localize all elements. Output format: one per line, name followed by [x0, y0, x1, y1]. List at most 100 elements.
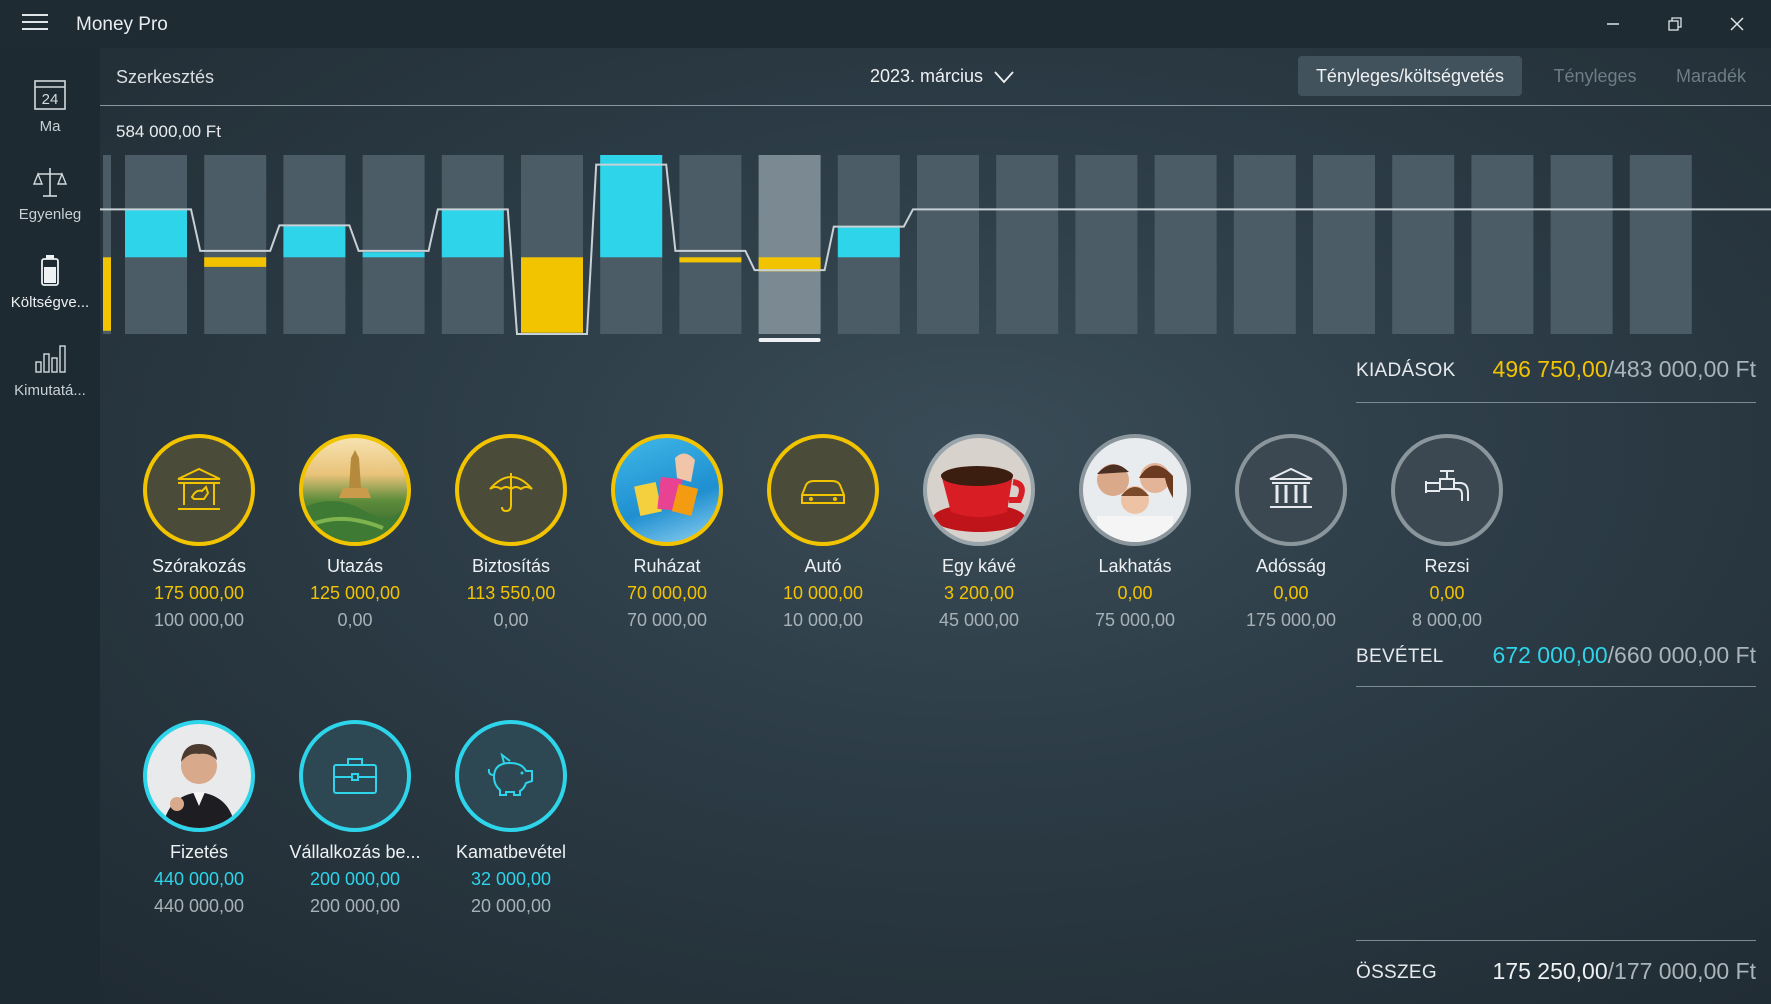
sidebar-item-budget[interactable]: Költségve... — [0, 252, 100, 334]
total-actual: 175 250,00 — [1492, 958, 1608, 984]
restore-button[interactable] — [1646, 6, 1704, 42]
deficit-bar — [758, 257, 821, 272]
category-actual: 0,00 — [1117, 583, 1153, 603]
category-szorakozas[interactable]: Szórakozás 175 000,00 100 000,00 — [124, 434, 274, 631]
title-bar: Money Pro — [0, 0, 1771, 48]
close-icon — [1730, 17, 1744, 31]
period-bar[interactable] — [1392, 155, 1455, 334]
businessman-photo-icon — [143, 720, 255, 832]
category-auto[interactable]: Autó 10 000,00 10 000,00 — [748, 434, 898, 631]
period-bar[interactable] — [1471, 155, 1534, 334]
income-actual: 672 000,00 — [1492, 642, 1608, 668]
category-name: Rezsi — [1424, 556, 1470, 576]
toolbar: Szerkesztés 2023. március Tényleges/költ… — [100, 48, 1771, 106]
svg-text:24: 24 — [42, 91, 59, 108]
category-budget: 45 000,00 — [938, 610, 1020, 630]
car-icon — [767, 434, 879, 546]
surplus-bar — [283, 225, 346, 258]
sidebar-item-label: Egyenleg — [18, 206, 82, 223]
sidebar-item-today[interactable]: 24 Ma — [0, 76, 100, 158]
category-biztositas[interactable]: Biztosítás 113 550,00 0,00 — [436, 434, 586, 631]
category-fizetes[interactable]: Fizetés 440 000,00 440 000,00 — [124, 720, 274, 917]
close-button[interactable] — [1708, 6, 1766, 42]
income-budget: /660 000,00 Ft — [1607, 642, 1756, 668]
category-budget: 200 000,00 — [309, 896, 401, 916]
category-actual: 70 000,00 — [626, 583, 708, 603]
sidebar-item-balance[interactable]: Egyenleg — [0, 164, 100, 246]
category-budget: 70 000,00 — [626, 610, 708, 630]
category-adossag[interactable]: Adósság 0,00 175 000,00 — [1216, 434, 1366, 631]
budget-chart — [100, 155, 1771, 342]
surplus-bar — [362, 252, 425, 258]
calendar-icon: 24 — [34, 80, 66, 110]
period-bar — [103, 155, 111, 334]
category-name: Utazás — [326, 556, 384, 576]
category-budget: 8 000,00 — [1411, 610, 1483, 630]
category-actual: 0,00 — [1273, 583, 1309, 603]
category-egy-kave[interactable]: Egy kávé 3 200,00 45 000,00 — [904, 434, 1054, 631]
category-rezsi[interactable]: Rezsi 0,00 8 000,00 — [1372, 434, 1522, 631]
tab-remaining[interactable]: Maradék — [1675, 65, 1747, 86]
bar-chart-icon — [35, 345, 66, 373]
period-bar[interactable] — [917, 155, 979, 334]
tab-actual-vs-budget[interactable]: Tényleges/költségvetés — [1298, 56, 1522, 96]
app-title: Money Pro — [76, 14, 168, 35]
surplus-bar — [125, 209, 187, 258]
surplus-bar — [600, 155, 663, 258]
category-actual: 10 000,00 — [782, 583, 864, 603]
category-name: Fizetés — [169, 842, 229, 862]
income-value: 672 000,00/660 000,00 Ft — [1493, 642, 1756, 669]
expenses-budget: /483 000,00 Ft — [1607, 356, 1756, 382]
category-kamatbevetel[interactable]: Kamatbevétel 32 000,00 20 000,00 — [436, 720, 586, 917]
period-selector[interactable]: 2023. március — [870, 66, 1015, 87]
category-name: Lakhatás — [1098, 556, 1172, 576]
sidebar-item-label: Költségve... — [10, 294, 90, 311]
battery-icon — [41, 255, 59, 286]
chevron-down-icon — [994, 70, 1014, 83]
category-budget: 175 000,00 — [1245, 610, 1337, 630]
travel-photo-icon — [299, 434, 411, 546]
period-bar[interactable] — [1233, 155, 1296, 334]
sidebar-item-label: Ma — [39, 118, 61, 135]
category-vallalkozas[interactable]: Vállalkozás be... 200 000,00 200 000,00 — [280, 720, 430, 917]
period-bar[interactable] — [758, 155, 821, 334]
category-budget: 10 000,00 — [782, 610, 864, 630]
period-bar[interactable] — [1075, 155, 1138, 334]
sidebar-item-reports[interactable]: Kimutatá... — [0, 340, 100, 422]
category-name: Egy kávé — [941, 556, 1017, 576]
category-actual: 200 000,00 — [309, 869, 401, 889]
sidebar-item-label: Kimutatá... — [14, 382, 86, 399]
expenses-label: KIADÁSOK — [1356, 360, 1456, 381]
period-bar[interactable] — [1154, 155, 1217, 334]
period-bar[interactable] — [204, 155, 267, 334]
period-bar[interactable] — [1550, 155, 1613, 334]
carousel-icon — [143, 434, 255, 546]
minimize-button[interactable] — [1584, 6, 1642, 42]
category-utazas[interactable]: Utazás 125 000,00 0,00 — [280, 434, 430, 631]
sidebar: 24 Ma Egyenleg Költségve... — [0, 48, 100, 1004]
category-lakhatas[interactable]: Lakhatás 0,00 75 000,00 — [1060, 434, 1210, 631]
category-budget: 440 000,00 — [153, 896, 245, 916]
shopping-bags-photo-icon — [611, 434, 723, 546]
category-ruhazat[interactable]: Ruházat 70 000,00 70 000,00 — [592, 434, 742, 631]
period-bar[interactable] — [1629, 155, 1692, 334]
category-name: Kamatbevétel — [455, 842, 567, 862]
category-name: Szórakozás — [151, 556, 247, 576]
hamburger-menu-icon[interactable] — [22, 14, 48, 34]
period-bar[interactable] — [679, 155, 742, 334]
budget-step-line — [100, 163, 1771, 335]
piggy-bank-icon — [455, 720, 567, 832]
period-bar[interactable] — [1313, 155, 1375, 334]
category-name: Biztosítás — [471, 556, 551, 576]
tab-actual[interactable]: Tényleges — [1553, 65, 1637, 86]
edit-button[interactable]: Szerkesztés — [116, 67, 215, 87]
period-label: 2023. március — [870, 66, 984, 86]
category-budget: 75 000,00 — [1094, 610, 1176, 630]
period-bar[interactable] — [362, 155, 425, 334]
period-bar[interactable] — [996, 155, 1059, 334]
divider — [1356, 686, 1756, 687]
category-actual: 125 000,00 — [309, 583, 401, 603]
minimize-icon — [1607, 23, 1619, 25]
umbrella-icon — [455, 434, 567, 546]
